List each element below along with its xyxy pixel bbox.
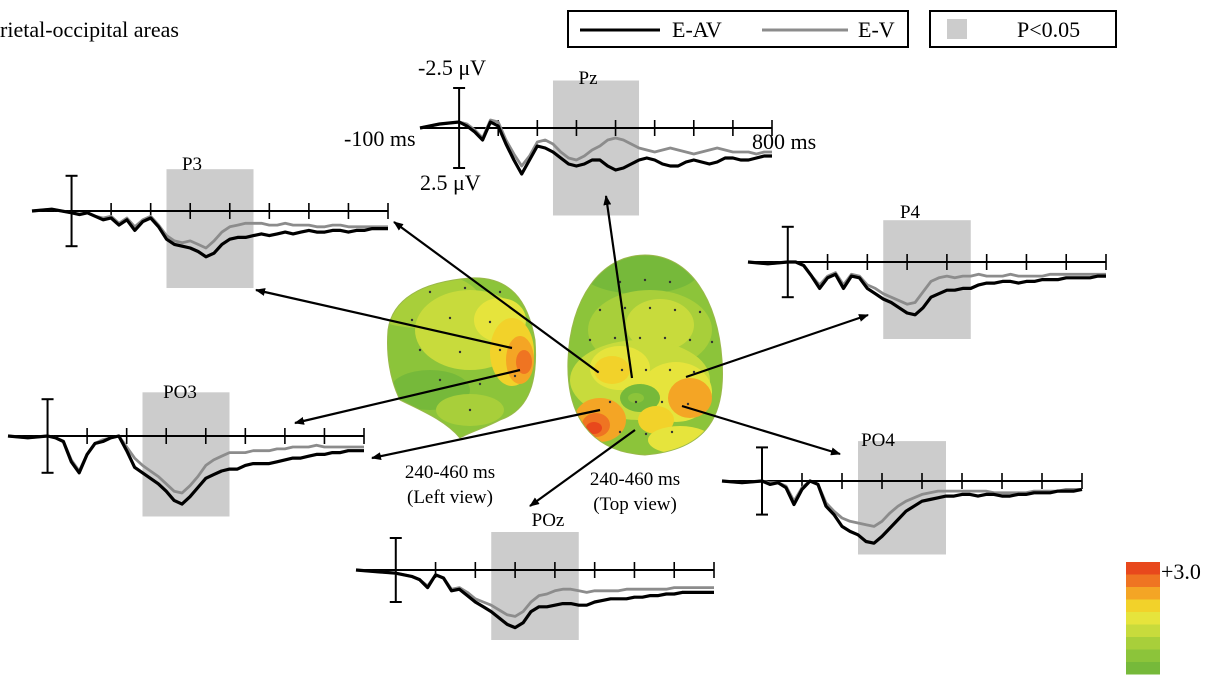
significance-window [883,220,971,339]
series-e-v [419,118,772,168]
arrow-to-p4 [685,313,869,379]
colorbar-step [1126,562,1160,575]
legend-ev-label: E-V [858,17,895,42]
top-view-scalp-map [567,254,724,456]
scale-y-top-label: -2.5 μV [418,55,486,80]
top-map-window: 240-460 ms [590,469,680,490]
erp-panel-pz: Pz [419,68,773,216]
panel-label: P4 [900,202,921,223]
series-e-v [31,207,388,250]
erp-panel-po3: PO3 [7,382,365,517]
legend-significance-swatch [947,19,967,39]
series-e-av [31,207,388,259]
arrow-to-pz [603,195,634,379]
electrode-arrows [255,195,869,507]
colorbar-max-label: +3.0 [1161,559,1201,584]
arrow-to-po4 [681,404,841,456]
left-view-scalp-map [387,277,537,439]
erp-panel-p4: P4 [747,202,1107,339]
arrow-to-poz [529,429,636,507]
scale-y-bottom-label: 2.5 μV [420,170,481,195]
arrow-to-p3 [393,221,599,373]
panel-label: POz [532,510,565,531]
colorbar-step [1126,612,1160,625]
colorbar-step [1126,662,1160,675]
erp-panel-poz: POz [355,510,715,640]
series-e-av [721,479,1083,545]
series-e-av [7,434,364,506]
left-map-window: 240-460 ms [405,462,495,483]
legend-eav-label: E-AV [672,17,722,42]
panel-label: PO3 [163,382,197,403]
scale-x-start-label: -100 ms [344,126,416,151]
figure-title: rietal-occipital areas [0,17,179,42]
arrow-left-map-to-po3 [294,368,521,425]
series-e-av [355,568,714,630]
colorbar-step [1126,649,1160,662]
erp-panels: Pz P3 P4 PO3 PO4 POz [7,68,1107,640]
colorbar-step [1126,574,1160,587]
colorbar-step [1126,624,1160,637]
arrow-to-po3 [371,408,601,461]
scale-x-end-label: 800 ms [752,129,816,154]
top-map-view: (Top view) [593,494,677,515]
arrow-left-map-to-p3 [255,288,513,350]
series-e-av [747,260,1106,317]
colorbar-step [1126,587,1160,600]
colorbar-step [1126,637,1160,650]
panel-label: P3 [182,154,202,175]
series-e-av [419,120,772,176]
panel-label: Pz [579,68,598,89]
colorbar [1126,562,1160,675]
colorbar-step [1126,599,1160,612]
erp-panel-po4: PO4 [721,430,1083,555]
significance-window [166,169,254,288]
significance-window [142,392,230,517]
erp-panel-p3: P3 [31,154,389,288]
legend: E-AV E-V P<0.05 [567,10,1117,48]
legend-significance-label: P<0.05 [1017,17,1080,42]
left-map-view: (Left view) [407,487,493,508]
panel-label: PO4 [861,430,895,451]
